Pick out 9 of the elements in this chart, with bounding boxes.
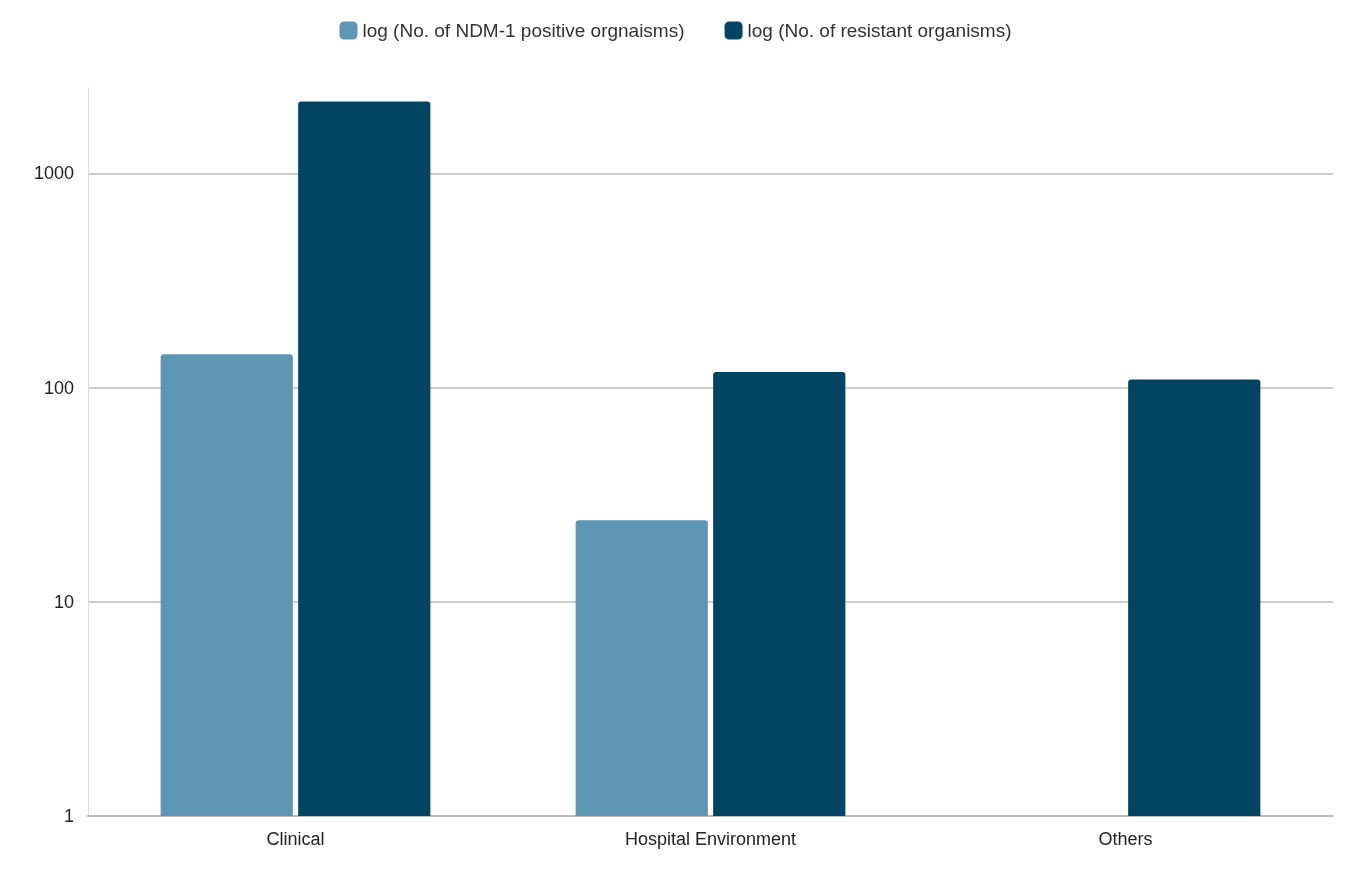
x-tick-label: Others [1098, 829, 1153, 849]
y-tick-label: 10 [53, 591, 74, 612]
y-tick-label: 1 [63, 806, 74, 826]
legend-label: log (No. of resistant organisms) [747, 20, 1012, 41]
y-tick-label: 1000 [33, 163, 74, 184]
legend-label: log (No. of NDM-1 positive orgnaisms) [362, 20, 685, 41]
x-tick-label: Clinical [266, 829, 325, 849]
y-tick-label: 100 [43, 377, 74, 398]
x-tick-label: Hospital Environment [624, 829, 797, 849]
